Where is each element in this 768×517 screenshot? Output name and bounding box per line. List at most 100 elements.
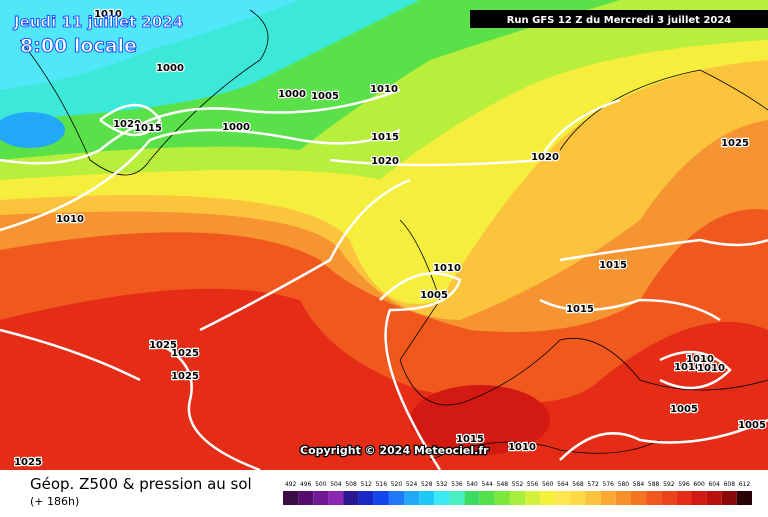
legend-tick: 576 — [603, 481, 615, 488]
legend-tick: 564 — [557, 481, 569, 488]
legend-swatch — [646, 491, 662, 505]
isobar-label: 1025 — [171, 371, 199, 382]
legend-tick: 536 — [451, 481, 463, 488]
legend-swatch — [570, 491, 586, 505]
legend-swatch — [313, 491, 329, 505]
legend-swatch — [419, 491, 435, 505]
legend-swatch — [494, 491, 510, 505]
legend-swatch — [721, 491, 737, 505]
legend-tick: 520 — [391, 481, 403, 488]
isobar-label: 1000 — [156, 63, 184, 74]
isobar-label: 1025 — [14, 457, 42, 468]
legend-tick: 608 — [724, 481, 736, 488]
legend-tick: 552 — [512, 481, 524, 488]
legend-tick: 584 — [633, 481, 645, 488]
legend-swatch — [328, 491, 344, 505]
legend-tick: 500 — [315, 481, 327, 488]
legend-swatch — [464, 491, 480, 505]
legend-tick: 548 — [497, 481, 509, 488]
z500-band — [0, 0, 300, 90]
legend-swatch — [555, 491, 571, 505]
legend-tick: 544 — [482, 481, 494, 488]
isobars — [0, 88, 768, 472]
legend-tick: 568 — [572, 481, 584, 488]
isobar-label: 1005 — [738, 420, 766, 431]
isobar-label: 1015 — [599, 260, 627, 271]
legend-tick: 512 — [360, 481, 372, 488]
legend-swatch — [630, 491, 647, 505]
legend-swatch — [540, 491, 556, 505]
run-info: Run GFS 12 Z du Mercredi 3 juillet 2024 — [507, 15, 732, 26]
isobar-label: 1020 — [113, 119, 141, 130]
legend-tick: 496 — [300, 481, 312, 488]
isobar-label: 1010 — [94, 9, 122, 20]
legend-swatch — [691, 491, 707, 505]
legend-tick: 604 — [708, 481, 720, 488]
legend-swatch — [661, 491, 677, 505]
isobar-label: 1005 — [311, 91, 339, 102]
legend-tick: 600 — [693, 481, 705, 488]
legend-tick: 560 — [542, 481, 554, 488]
legend-tick: 504 — [330, 481, 342, 488]
isobar-label: 1010 — [433, 263, 461, 274]
isobar-label: 1010 — [56, 214, 84, 225]
isobar-label: 1000 — [278, 89, 306, 100]
legend-swatch — [388, 491, 405, 505]
legend-swatch — [373, 491, 389, 505]
legend-tick: 572 — [587, 481, 599, 488]
legend-swatch — [449, 491, 465, 505]
legend-tick: 492 — [285, 481, 297, 488]
legend-tick: 532 — [436, 481, 448, 488]
legend-tick: 524 — [406, 481, 418, 488]
legend-swatch — [509, 491, 526, 505]
legend-tick: 592 — [663, 481, 675, 488]
legend-swatch — [736, 491, 752, 505]
isobar-label: 1010 — [370, 84, 398, 95]
forecast-date: Jeudi 11 juillet 2024 — [13, 13, 183, 31]
legend-tick: 540 — [466, 481, 478, 488]
isobar-label: 1010 — [508, 442, 536, 453]
isobar-label: 1025 — [721, 138, 749, 149]
run-banner — [470, 10, 768, 28]
isobar-label: 1010 — [674, 362, 702, 373]
isobar-label: 1000 — [222, 122, 250, 133]
forecast-time: 8:00 locale — [20, 35, 137, 57]
legend-swatch — [343, 491, 359, 505]
isobar-label: 1015 — [371, 132, 399, 143]
legend-tick: 596 — [678, 481, 690, 488]
legend-tick: 528 — [421, 481, 433, 488]
isobar-label: 1015 — [456, 434, 484, 445]
legend-tick: 516 — [376, 481, 388, 488]
footer-title: Géop. Z500 & pression au sol — [30, 475, 252, 493]
legend-swatch — [585, 491, 601, 505]
copyright: Copyright © 2024 Meteociel.fr — [300, 444, 489, 457]
isobar-label: 1010 — [686, 354, 714, 365]
legend-swatch — [479, 491, 495, 505]
legend-swatch — [706, 491, 722, 505]
isobar-label: 1015 — [566, 304, 594, 315]
legend-swatch — [298, 491, 314, 505]
isobar-label: 1015 — [134, 123, 162, 134]
legend-swatch — [600, 491, 616, 505]
z500-high — [410, 385, 550, 455]
isobar-label: 1005 — [670, 404, 698, 415]
isobar-label: 1020 — [531, 152, 559, 163]
legend-tick: 556 — [527, 481, 539, 488]
footer-lead: (+ 186h) — [30, 495, 79, 508]
legend-swatch — [358, 491, 374, 505]
legend-swatch — [525, 491, 541, 505]
isobar-label: 1010 — [697, 363, 725, 374]
legend-swatch — [676, 491, 692, 505]
isobar-label: 1020 — [371, 156, 399, 167]
isobar-label: 1005 — [420, 290, 448, 301]
legend-tick: 588 — [648, 481, 660, 488]
legend-swatch — [404, 491, 420, 505]
legend-tick: 508 — [345, 481, 357, 488]
legend-tick: 612 — [739, 481, 751, 488]
legend-tick: 580 — [618, 481, 630, 488]
isobar-label: 1025 — [149, 340, 177, 351]
legend-swatch — [283, 491, 299, 505]
isobar-label: 1025 — [171, 348, 199, 359]
z500-low — [0, 112, 65, 148]
